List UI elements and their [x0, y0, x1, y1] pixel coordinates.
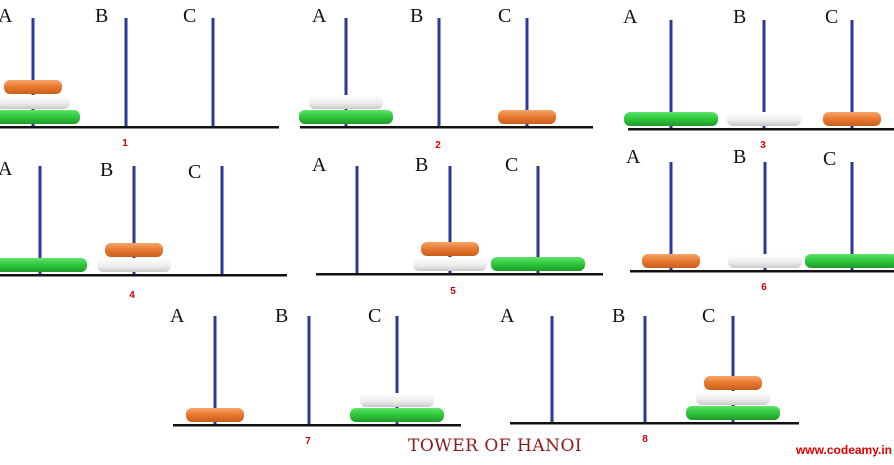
step-3-disk-small	[823, 112, 881, 126]
step-8-peg-c	[731, 316, 735, 422]
step-1-label-c: C	[183, 5, 196, 27]
step-7-label-a: A	[170, 305, 185, 327]
step-number: 3	[760, 140, 766, 151]
step-1-peg-a	[31, 18, 35, 126]
step-6-base	[630, 270, 894, 273]
step-4-peg-c	[220, 166, 224, 274]
step-7-disk-small	[186, 408, 244, 422]
step-7-label-c: C	[368, 305, 381, 327]
step-6-peg-b	[763, 162, 767, 270]
step-3-label-b: B	[733, 6, 746, 28]
diagram-title: TOWER OF HANOI	[408, 436, 583, 456]
step-number: 6	[761, 282, 767, 293]
step-8-disk-large	[686, 406, 780, 420]
step-8-disk-medium	[696, 391, 770, 405]
step-4-peg-b	[132, 166, 136, 274]
step-7-base	[173, 424, 461, 427]
step-1-disk-medium	[0, 95, 70, 109]
step-1-peg-b	[124, 18, 128, 126]
step-6-disk-small	[642, 254, 700, 268]
step-number: 5	[450, 286, 456, 297]
step-4-disk-small	[105, 243, 163, 257]
step-number: 4	[129, 290, 135, 301]
step-5-peg-b	[448, 166, 452, 273]
step-7-peg-c	[395, 316, 399, 424]
step-2-disk-medium	[309, 95, 383, 109]
step-3-peg-b	[762, 20, 766, 128]
step-6-disk-large	[805, 254, 894, 268]
step-2-peg-c	[525, 18, 529, 126]
step-4-peg-a	[38, 166, 42, 274]
step-3-disk-medium	[727, 112, 801, 126]
step-number: 1	[122, 138, 128, 149]
step-2-base	[300, 126, 593, 129]
step-3-label-c: C	[825, 6, 838, 28]
site-credit: www.codeamy.in	[795, 443, 892, 457]
step-3-disk-large	[624, 112, 718, 126]
step-8-label-c: C	[702, 305, 715, 327]
step-7-disk-large	[350, 408, 444, 422]
step-4-disk-large	[0, 258, 87, 272]
step-2-peg-a	[344, 18, 348, 126]
step-7-label-b: B	[275, 305, 288, 327]
step-8-label-b: B	[612, 305, 625, 327]
step-number: 7	[305, 436, 311, 447]
step-2-label-c: C	[498, 5, 511, 27]
step-8-peg-a	[550, 316, 554, 422]
step-2-label-a: A	[312, 5, 327, 27]
step-5-peg-c	[536, 166, 540, 273]
step-6-label-a: A	[626, 146, 641, 168]
step-5-label-c: C	[505, 154, 518, 176]
step-1-label-a: A	[0, 5, 13, 27]
step-5-disk-small	[421, 242, 479, 256]
step-number: 8	[642, 434, 648, 445]
step-6-label-b: B	[733, 146, 746, 168]
step-4-label-b: B	[100, 159, 113, 181]
step-3-base	[628, 128, 894, 131]
step-3-peg-a	[669, 20, 673, 128]
step-6-peg-a	[669, 162, 673, 270]
step-1-disk-large	[0, 110, 80, 124]
step-7-peg-a	[213, 316, 217, 424]
step-1-base	[0, 126, 279, 129]
step-5-disk-large	[491, 257, 585, 271]
step-8-base	[510, 422, 799, 425]
step-8-label-a: A	[500, 305, 515, 327]
step-6-peg-c	[850, 162, 854, 270]
step-1-peg-c	[211, 18, 215, 126]
step-7-peg-b	[307, 316, 311, 424]
step-5-base	[316, 273, 603, 276]
step-5-disk-medium	[413, 257, 487, 271]
step-3-peg-c	[850, 20, 854, 128]
step-8-peg-b	[643, 316, 647, 422]
step-4-label-c: C	[188, 161, 201, 183]
step-2-peg-b	[437, 18, 441, 126]
step-5-label-b: B	[415, 154, 428, 176]
step-3-label-a: A	[623, 6, 638, 28]
step-6-disk-medium	[728, 254, 802, 268]
step-1-disk-small	[4, 80, 62, 94]
step-2-disk-small	[498, 110, 556, 124]
step-7-disk-medium	[360, 393, 434, 407]
step-6-label-c: C	[823, 148, 836, 170]
step-5-peg-a	[355, 166, 359, 273]
step-4-label-a: A	[0, 158, 13, 180]
step-8-disk-small	[704, 376, 762, 390]
step-5-label-a: A	[312, 154, 327, 176]
step-2-label-b: B	[410, 5, 423, 27]
step-4-disk-medium	[97, 258, 171, 272]
step-4-base	[0, 274, 287, 277]
step-1-label-b: B	[95, 5, 108, 27]
step-2-disk-large	[299, 110, 393, 124]
step-number: 2	[435, 140, 441, 151]
